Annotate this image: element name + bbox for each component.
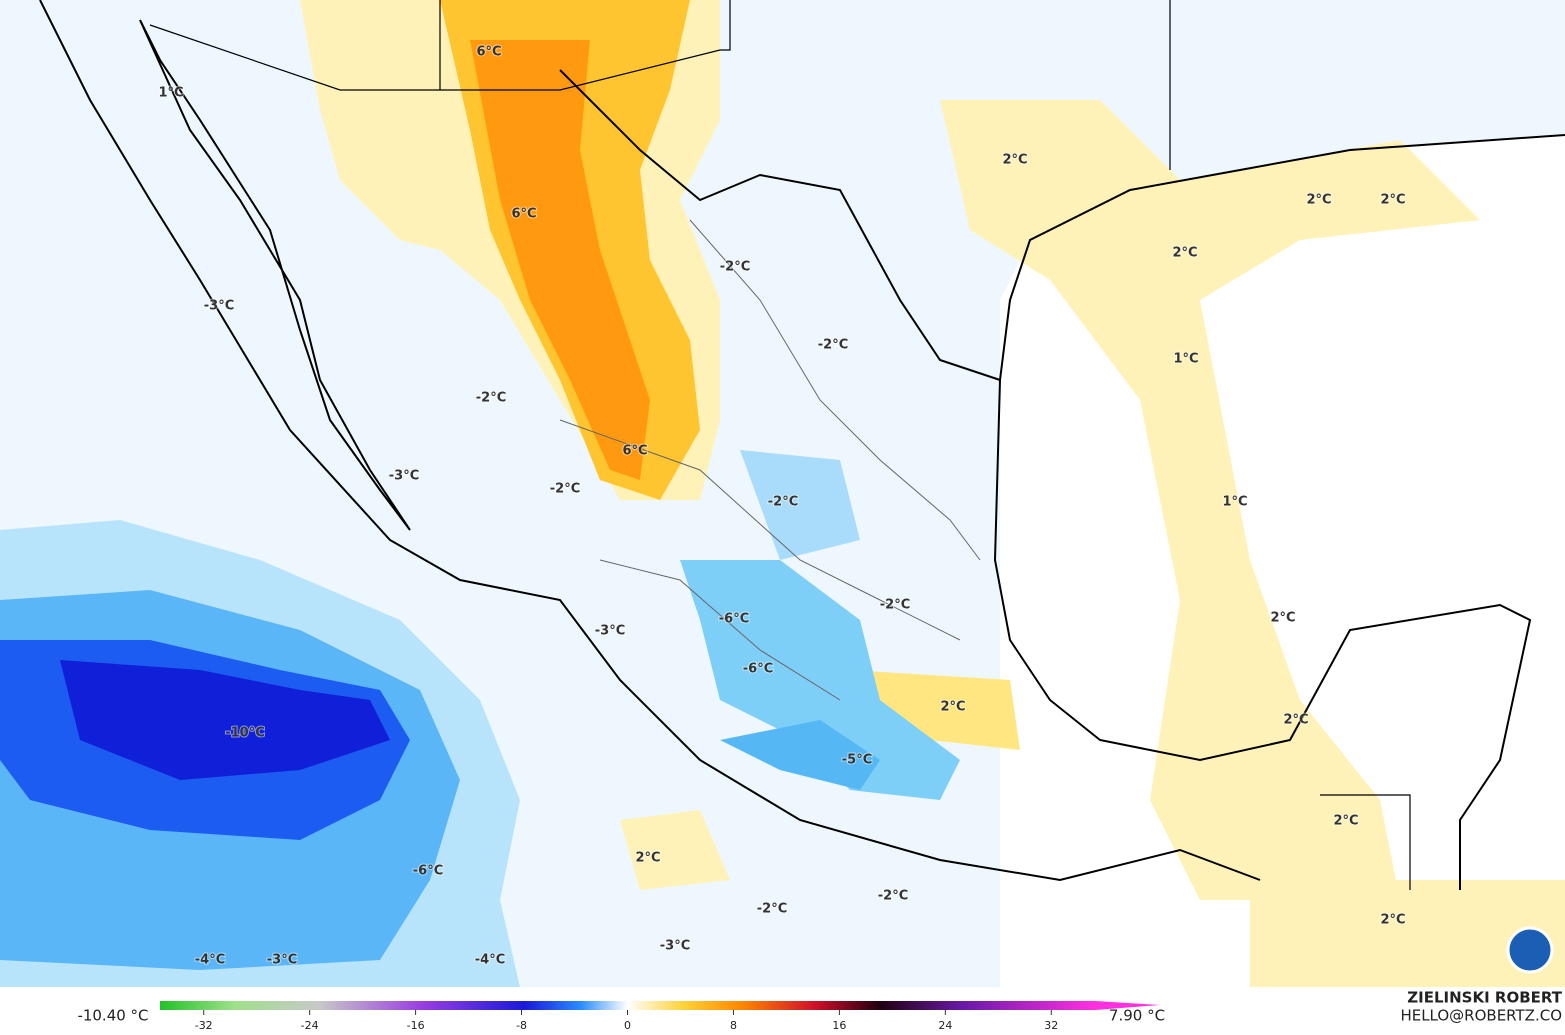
contact: HELLO@ROBERTZ.CO: [1400, 1007, 1562, 1025]
contour-label: -2°C: [550, 482, 580, 497]
contour-label: 2°C: [1333, 814, 1358, 829]
colorbar-ticks: -32 -24 -16 -8 0 8 16 24 32: [195, 1010, 1058, 1032]
contour-label: 1°C: [1173, 352, 1198, 367]
contour-label: -4°C: [195, 953, 225, 968]
contour-label: 2°C: [635, 851, 660, 866]
contour-label: 6°C: [622, 444, 647, 459]
contour-label: -2°C: [818, 338, 848, 353]
credit: ZIELINSKI ROBERT: [1407, 989, 1562, 1007]
contour-label: -2°C: [720, 260, 750, 275]
contour-label: 2°C: [1306, 193, 1331, 208]
contour-label: -2°C: [878, 889, 908, 904]
contour-label: -3°C: [389, 469, 419, 484]
contour-label: 2°C: [1172, 246, 1197, 261]
contour-label: 2°C: [1380, 913, 1405, 928]
contour-label: -10°C: [225, 726, 265, 741]
contour-label: 2°C: [1283, 713, 1308, 728]
contour-label: -5°C: [842, 753, 872, 768]
contour-label: 2°C: [940, 700, 965, 715]
colorbar-tick-label: -32: [195, 1019, 213, 1032]
contour-label: 2°C: [1002, 153, 1027, 168]
colorbar-tick-label: 32: [1044, 1019, 1058, 1032]
colorbar-tick-label: 24: [938, 1019, 952, 1032]
colorbar: [160, 1001, 1095, 1010]
contour-label: -6°C: [413, 864, 443, 879]
contour-label: -6°C: [719, 612, 749, 627]
contour-label: -2°C: [476, 391, 506, 406]
contour-label: 1°C: [158, 86, 183, 101]
min-label: -10.40 °C: [77, 1007, 148, 1025]
colorbar-tick-label: 16: [832, 1019, 846, 1032]
contour-label: -2°C: [757, 902, 787, 917]
colorbar-extension: [1095, 1001, 1160, 1010]
colorbar-tick-label: -24: [301, 1019, 319, 1032]
colorbar-tick-label: -16: [407, 1019, 425, 1032]
contour-label: -2°C: [768, 495, 798, 510]
contour-label: -3°C: [595, 624, 625, 639]
max-label: 7.90 °C: [1109, 1007, 1165, 1025]
colorbar-tick-label: -8: [516, 1019, 527, 1032]
contour-label: 1°C: [1222, 495, 1247, 510]
contour-label: -4°C: [475, 953, 505, 968]
contour-label: -3°C: [267, 953, 297, 968]
colorbar-tick-label: 0: [624, 1019, 631, 1032]
contour-label: -3°C: [660, 939, 690, 954]
map-area: [0, 0, 1565, 987]
contour-labels: 6°C 1°C 2°C 6°C -2°C 2°C 2°C 2°C -3°C -2°C 1°C -2°C…: [157, 44, 1406, 969]
contour-label: -2°C: [880, 598, 910, 613]
colorbar-tick-label: 8: [730, 1019, 737, 1032]
contour-label: -3°C: [204, 299, 234, 314]
contour-label: 2°C: [1270, 611, 1295, 626]
contour-label: 6°C: [511, 207, 536, 222]
contour-label: 6°C: [476, 45, 501, 60]
contour-label: 2°C: [1380, 193, 1405, 208]
contour-label: -6°C: [743, 662, 773, 677]
noaa-logo: [1506, 926, 1554, 974]
